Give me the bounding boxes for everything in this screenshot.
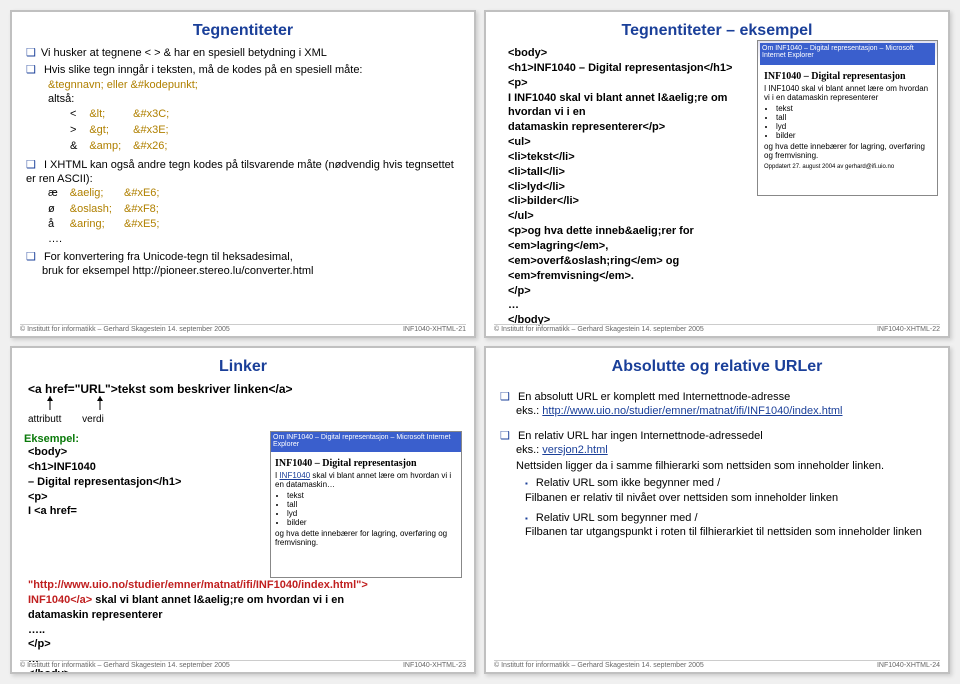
browser-screenshot: Om INF1040 – Digital representasjon – Mi…	[270, 431, 462, 578]
bullet: Vi husker at tegnene < > & har en spesie…	[26, 46, 462, 60]
bullet: En relativ URL har ingen Internettnode-a…	[500, 429, 936, 540]
sub-bullet: Relativ URL som begynner med / Filbanen …	[525, 511, 936, 540]
slide-linker: Linker <a href="URL">tekst som beskriver…	[10, 346, 476, 674]
code-example: <body> <h1>INF1040 – Digital representas…	[508, 46, 735, 328]
slide-footer: © Institutt for informatikk – Gerhard Sk…	[494, 324, 940, 333]
slide-title: Absolutte og relative URLer	[498, 358, 936, 376]
slide-footer: © Institutt for informatikk – Gerhard Sk…	[20, 324, 466, 333]
url-example-absolute: http://www.uio.no/studier/emner/matnat/i…	[542, 405, 842, 417]
bullet: For konvertering fra Unicode-tegn til he…	[26, 250, 462, 279]
sub-bullet: Relativ URL som ikke begynner med / Filb…	[525, 476, 936, 505]
slide-title: Tegnentiteter	[24, 22, 462, 40]
slide-title: Linker	[24, 358, 462, 376]
slide-tegnentiteter-eksempel: Tegnentiteter – eksempel <body> <h1>INF1…	[484, 10, 950, 338]
bullet: I XHTML kan også andre tegn kodes på til…	[26, 158, 462, 247]
entity-table-1: <&lt;&#x3C; >&gt;&#x3E; &&amp;&#x26;	[70, 107, 181, 155]
slide-tegnentiteter: Tegnentiteter Vi husker at tegnene < > &…	[10, 10, 476, 338]
entity-table-2: æ&aelig;&#xE6; ø&oslash;&#xF8; å&aring;&…	[48, 186, 171, 232]
bullet: Hvis slike tegn inngår i teksten, må de …	[26, 63, 462, 155]
slide-absolutte-relative-urler: Absolutte og relative URLer En absolutt …	[484, 346, 950, 674]
slide-footer: © Institutt for informatikk – Gerhard Sk…	[20, 660, 466, 669]
slide-title: Tegnentiteter – eksempel	[498, 22, 936, 40]
slide-footer: © Institutt for informatikk – Gerhard Sk…	[494, 660, 940, 669]
labels: attributt verdi	[24, 414, 462, 425]
entity-example: &tegnnavn; eller &#kodepunkt;	[48, 79, 198, 91]
anchor-syntax: <a href="URL">tekst som beskriver linken…	[28, 382, 462, 396]
browser-screenshot: Om INF1040 – Digital representasjon – Mi…	[757, 40, 938, 196]
url-example-relative: versjon2.html	[542, 444, 607, 456]
bullet: En absolutt URL er komplett med Internet…	[500, 390, 936, 419]
arrow-icon	[40, 396, 150, 414]
